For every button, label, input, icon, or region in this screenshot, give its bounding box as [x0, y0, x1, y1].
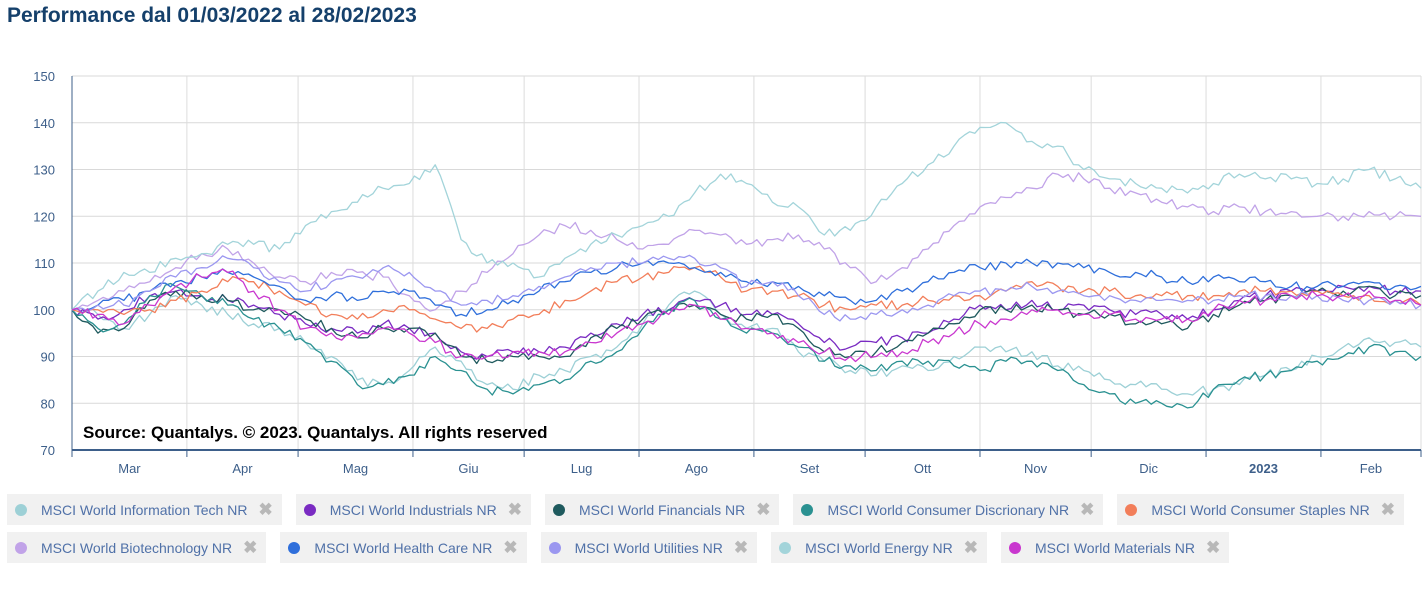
- legend-label: MSCI World Utilities NR: [574, 539, 723, 556]
- legend-item[interactable]: MSCI World Consumer Discrionary NR ✖: [793, 494, 1104, 525]
- remove-series-icon[interactable]: ✖: [756, 500, 771, 519]
- legend-color-dot: [779, 541, 792, 554]
- legend-item[interactable]: MSCI World Health Care NR ✖: [280, 532, 527, 563]
- x-tick-label: Set: [800, 461, 820, 476]
- series-line-msci-world-financials-nr[interactable]: [71, 285, 1422, 365]
- x-tick-label: Dic: [1139, 461, 1158, 476]
- series-line-msci-world-information-tech-nr[interactable]: [71, 290, 1422, 396]
- x-tick-label: Mag: [343, 461, 368, 476]
- remove-series-icon[interactable]: ✖: [258, 500, 273, 519]
- y-tick-label: 80: [41, 396, 55, 411]
- series-line-msci-world-consumer-discrionary-nr[interactable]: [71, 282, 1422, 409]
- grid-layer: [72, 75, 1422, 451]
- x-tick-label: 2023: [1249, 461, 1278, 476]
- legend-item[interactable]: MSCI World Biotechnology NR ✖: [7, 532, 267, 563]
- legend-item[interactable]: MSCI World Financials NR ✖: [544, 494, 780, 525]
- legend-label: MSCI World Health Care NR: [314, 539, 493, 556]
- remove-series-icon[interactable]: ✖: [963, 538, 978, 557]
- series-line-msci-world-utilities-nr[interactable]: [71, 254, 1422, 322]
- x-tick-label: Ott: [914, 461, 932, 476]
- legend-color-dot: [1008, 541, 1021, 554]
- legend-item[interactable]: MSCI World Utilities NR ✖: [540, 532, 758, 563]
- x-tick-label: Feb: [1360, 461, 1382, 476]
- chart-legend: MSCI World Information Tech NR ✖ MSCI Worl…: [7, 494, 1422, 570]
- legend-item[interactable]: MSCI World Industrials NR ✖: [295, 494, 531, 525]
- legend-label: MSCI World Consumer Discrionary NR: [827, 501, 1070, 518]
- legend-color-dot: [548, 541, 561, 554]
- legend-color-dot: [15, 541, 27, 554]
- series-line-msci-world-biotechnology-nr[interactable]: [71, 172, 1422, 312]
- series-line-msci-world-energy-nr[interactable]: [71, 121, 1422, 311]
- legend-item[interactable]: MSCI World Materials NR ✖: [1000, 532, 1230, 563]
- remove-series-icon[interactable]: ✖: [733, 538, 749, 557]
- legend-label: MSCI World Biotechnology NR: [41, 539, 233, 556]
- legend-color-dot: [288, 541, 301, 554]
- y-tick-label: 120: [33, 209, 55, 224]
- series-layer: [71, 121, 1422, 409]
- y-tick-label: 150: [33, 69, 55, 84]
- y-tick-label: 110: [34, 256, 55, 271]
- legend-item[interactable]: MSCI World Consumer Staples NR ✖: [1117, 494, 1405, 525]
- y-tick-label: 90: [41, 350, 55, 365]
- series-line-msci-world-industrials-nr[interactable]: [71, 284, 1422, 360]
- performance-line-chart: 70 80 90 100 110 120 130 140 150 Mar Apr Mag Giu Lug…: [33, 69, 1422, 476]
- legend-color-dot: [801, 503, 814, 516]
- legend-item[interactable]: MSCI World Energy NR ✖: [771, 532, 987, 563]
- legend-color-dot: [1125, 503, 1138, 516]
- remove-series-icon[interactable]: ✖: [243, 538, 258, 557]
- remove-series-icon[interactable]: ✖: [507, 500, 522, 519]
- y-axis: 70 80 90 100 110 120 130 140 150: [33, 69, 73, 458]
- x-tick-label: Giu: [458, 461, 478, 476]
- series-line-msci-world-materials-nr[interactable]: [71, 268, 1422, 363]
- remove-series-icon[interactable]: ✖: [1080, 500, 1095, 519]
- legend-color-dot: [303, 503, 316, 516]
- series-line-msci-world-health-care-nr[interactable]: [71, 258, 1422, 317]
- page-title: Performance dal 01/03/2022 al 28/02/2023: [7, 4, 417, 27]
- legend-label: MSCI World Materials NR: [1034, 539, 1195, 556]
- remove-series-icon[interactable]: ✖: [1205, 538, 1221, 557]
- legend-item[interactable]: MSCI World Information Tech NR ✖: [7, 494, 282, 525]
- y-tick-label: 140: [33, 116, 55, 131]
- legend-label: MSCI World Financials NR: [578, 501, 746, 518]
- x-tick-label: Ago: [685, 461, 708, 476]
- x-axis: Mar Apr Mag Giu Lug Ago Set Ott Nov Dic 2023 Feb: [71, 449, 1422, 476]
- legend-label: MSCI World Energy NR: [805, 539, 953, 556]
- y-tick-label: 130: [33, 163, 55, 178]
- remove-series-icon[interactable]: ✖: [503, 538, 518, 557]
- x-tick-label: Lug: [571, 461, 593, 476]
- remove-series-icon[interactable]: ✖: [1380, 500, 1396, 519]
- legend-label: MSCI World Consumer Staples NR: [1151, 501, 1370, 518]
- legend-label: MSCI World Industrials NR: [329, 501, 497, 518]
- y-tick-label: 100: [33, 303, 55, 318]
- legend-label: MSCI World Information Tech NR: [41, 501, 248, 518]
- legend-color-dot: [15, 503, 27, 516]
- source-note: Source: Quantalys. © 2023. Quantalys. Al…: [83, 423, 547, 442]
- x-tick-label: Mar: [118, 461, 141, 476]
- x-tick-label: Apr: [232, 461, 253, 476]
- legend-color-dot: [552, 503, 565, 516]
- y-tick-label: 70: [41, 443, 55, 458]
- x-tick-label: Nov: [1024, 461, 1048, 476]
